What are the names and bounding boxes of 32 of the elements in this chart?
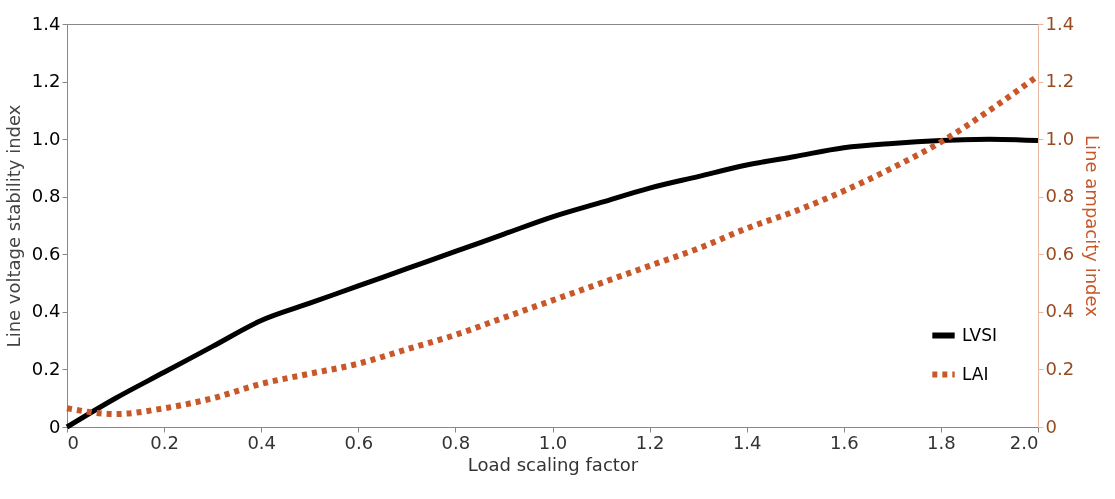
x-tick-label: 0 [67,431,79,453]
y-tick-label: 0.4 [31,300,61,322]
y-tick-label: 0 [49,415,61,437]
y-axis-title: Line voltage stability index [2,104,24,348]
legend-label: LAI [962,363,989,384]
y2-tick-label: 1.2 [1045,70,1075,92]
y-tick-label: 1.0 [31,127,61,149]
y-tick-label: 1.4 [31,12,61,34]
x-tick-label: 0.2 [150,431,179,453]
x-axis-title: Load scaling factor [467,453,639,475]
y2-tick-label: 0.6 [1045,242,1075,264]
x-tick-label: 0.6 [344,431,374,453]
legend-label: LVSI [962,324,998,345]
x-tick-label: 2.0 [1009,431,1039,453]
x-tick-label: 1.0 [538,431,568,453]
x-tick-label: 0.8 [441,431,471,453]
y-tick-label: 1.2 [31,70,61,92]
y2-tick-label: 1.0 [1045,127,1075,149]
y2-tick-label: 0.8 [1045,185,1075,207]
x-tick-label: 0.4 [247,431,277,453]
x-tick-label: 1.2 [635,431,665,453]
y2-tick-label: 0.2 [1045,357,1075,379]
x-tick-label: 1.4 [732,431,762,453]
y2-tick-label: 0.4 [1045,300,1075,322]
y-tick-label: 0.8 [31,185,61,207]
y-tick-label: 0.6 [31,242,61,264]
y-tick-label: 0.2 [31,357,61,379]
y2-tick-label: 0 [1045,415,1057,437]
y2-tick-label: 1.4 [1045,12,1075,34]
y2-axis-title: Line ampacity index [1082,135,1104,318]
x-tick-label: 1.8 [927,431,956,453]
x-tick-label: 1.6 [829,431,859,453]
